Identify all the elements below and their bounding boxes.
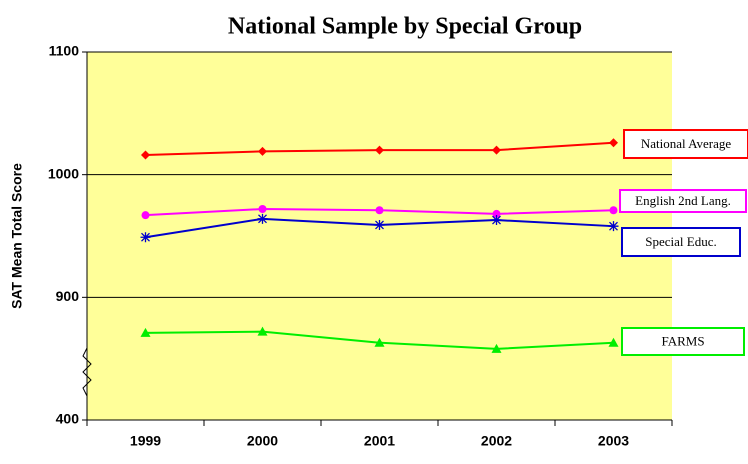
marker [492,145,501,155]
y-tick-label: 400 [56,411,80,427]
axis-break [82,347,92,397]
legend-box [623,129,748,159]
marker [141,150,150,160]
marker [258,205,267,214]
marker [491,343,502,353]
legend-label: FARMS [661,333,704,348]
x-tick-label: 2003 [598,433,629,449]
marker [374,337,385,347]
marker [375,145,384,155]
marker [141,211,150,220]
x-tick-label: 2002 [481,433,512,449]
marker [140,327,151,337]
marker [257,326,268,336]
legend-box [621,227,741,257]
legend-box [621,327,745,356]
marker [491,215,502,226]
marker [609,206,618,215]
marker [257,213,268,224]
marker [609,138,618,148]
y-axis-label: SAT Mean Total Score [9,163,25,309]
x-tick-label: 2000 [247,433,278,449]
legend-label: English 2nd Lang. [635,193,731,208]
legend-box [619,189,747,213]
legend-label: National Average [641,136,732,151]
marker [375,206,384,215]
x-tick-label: 1999 [130,433,161,449]
y-tick-label: 1100 [49,43,80,59]
marker [492,209,501,218]
y-tick-label: 1000 [48,165,79,181]
plot-area [87,52,672,420]
legend-label: Special Educ. [645,234,716,249]
marker [374,219,385,230]
chart-title: National Sample by Special Group [228,14,582,40]
marker [608,221,619,232]
marker [608,337,619,347]
y-tick-label: 900 [56,288,80,304]
marker [140,232,151,243]
x-tick-label: 2001 [364,433,395,449]
marker [258,146,267,156]
